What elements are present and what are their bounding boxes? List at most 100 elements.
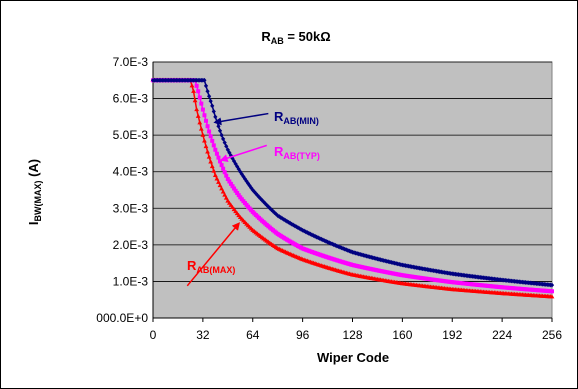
point-typ [216, 155, 221, 160]
y-tick-label: 6.0E-3 [113, 92, 149, 106]
x-tick-label: 64 [246, 328, 260, 342]
x-axis-title: Wiper Code [317, 350, 389, 365]
point-max [192, 97, 198, 103]
x-tick-label: 96 [296, 328, 310, 342]
point-typ [210, 138, 215, 143]
point-min [219, 132, 224, 138]
x-tick-label: 256 [542, 328, 562, 342]
annotation-arrow-typ [219, 144, 268, 162]
annotation-arrow-max [186, 222, 240, 287]
point-max [205, 149, 210, 154]
annotation-label-min: RAB(MIN) [274, 109, 319, 126]
point-max [222, 192, 228, 197]
point-max [194, 106, 200, 112]
point-typ [208, 134, 213, 139]
point-typ [202, 113, 207, 118]
series-max [150, 77, 555, 299]
y-axis-title: IBW(MAX) (A) [26, 159, 43, 225]
x-tick-label: 128 [342, 328, 362, 342]
point-min [211, 109, 216, 114]
point-max [197, 120, 203, 125]
point-max [211, 168, 217, 173]
point-max [223, 195, 229, 200]
y-tick-label: 2.0E-3 [113, 238, 149, 252]
point-min [205, 88, 210, 94]
point-typ [221, 166, 226, 171]
point-typ [213, 147, 218, 152]
point-min [202, 77, 207, 83]
point-min [213, 114, 218, 120]
point-max [209, 163, 215, 169]
annotation-arrow-min [213, 112, 269, 126]
point-min [222, 140, 227, 146]
point-max [195, 113, 201, 118]
y-tick-label: 3.0E-3 [113, 201, 149, 215]
point-typ [207, 129, 212, 134]
point-max [203, 143, 209, 149]
point-max [220, 189, 226, 194]
x-tick-label: 32 [196, 328, 210, 342]
y-tick-label: 7.0E-3 [113, 55, 149, 69]
x-tick-label: 192 [442, 328, 462, 342]
point-typ [218, 159, 223, 164]
point-min [225, 147, 230, 153]
point-max [202, 138, 207, 143]
point-max [198, 126, 204, 131]
point-min [252, 189, 257, 195]
point-max [212, 172, 218, 177]
series-layer [150, 77, 555, 299]
point-max [200, 132, 206, 137]
point-min [221, 136, 226, 142]
point-min [241, 174, 246, 179]
point-typ [194, 83, 199, 88]
point-typ [196, 89, 201, 94]
point-max [189, 83, 195, 88]
point-min [217, 128, 223, 134]
point-typ [224, 173, 229, 178]
x-tick-labels: 0 32 64 96 128 160 192 224 256 [150, 328, 563, 342]
point-typ [205, 124, 210, 129]
point-min [549, 282, 555, 288]
point-max [549, 294, 555, 299]
y-tick-label: 5.0E-3 [113, 128, 149, 142]
point-min [249, 185, 254, 191]
annotation-layer: RAB(MIN) RAB(TYP) RAB(MAX) [186, 109, 320, 287]
point-typ [222, 170, 227, 175]
series-min [150, 77, 555, 288]
chart-title: RAB = 50kΩ [261, 29, 330, 46]
point-min [224, 143, 229, 149]
x-tick-label: 160 [392, 328, 412, 342]
point-typ [211, 143, 216, 148]
point-max [214, 176, 220, 181]
point-max [191, 88, 196, 93]
point-typ [550, 289, 554, 294]
point-typ [219, 163, 224, 168]
series-typ [151, 78, 554, 294]
x-tick-label: 0 [150, 328, 157, 342]
point-max [219, 186, 224, 191]
point-typ [197, 95, 202, 100]
point-min [207, 93, 212, 99]
point-min [238, 169, 243, 175]
annotation-label-typ: RAB(TYP) [274, 144, 320, 161]
point-typ [199, 101, 204, 106]
y-tick-labels: 000.0E+0 1.0E-3 2.0E-3 3.0E-3 4.0E-3 5.0E-3 6.… [96, 55, 148, 325]
point-typ [214, 151, 219, 156]
point-typ [203, 118, 208, 123]
y-tick-label: 1.0E-3 [113, 274, 149, 288]
y-tick-label: 000.0E+0 [96, 311, 148, 325]
point-min [208, 98, 213, 104]
point-typ [200, 107, 205, 112]
y-tick-label: 4.0E-3 [113, 165, 149, 179]
point-max [208, 159, 214, 164]
point-min [203, 83, 209, 89]
point-min [210, 103, 215, 109]
point-max [216, 179, 221, 184]
point-min [242, 176, 248, 182]
annotation-label-max: RAB(MAX) [187, 258, 235, 275]
point-max [217, 182, 223, 188]
point-min [216, 123, 221, 129]
point-max [206, 154, 212, 159]
x-tick-label: 224 [492, 328, 512, 342]
